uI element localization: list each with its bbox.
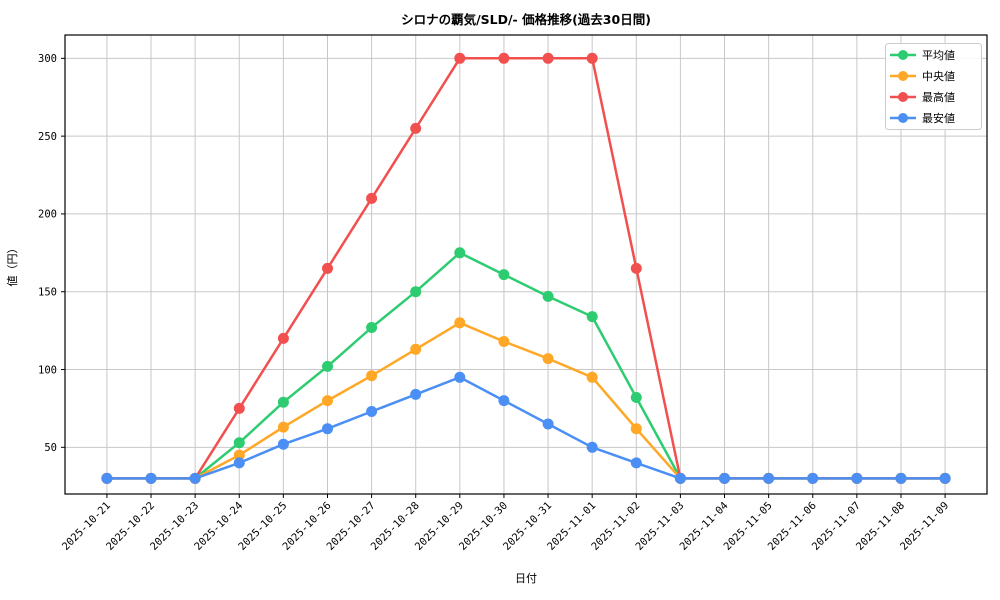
plot-border	[64, 34, 988, 495]
legend-marker	[898, 113, 908, 123]
point-min	[763, 472, 775, 484]
chart-title: シロナの覇気/SLD/- 価格推移(過去30日間)	[401, 12, 651, 27]
point-max	[586, 52, 598, 64]
legend-label: 最高値	[922, 90, 955, 104]
point-min	[895, 472, 907, 484]
point-median	[454, 317, 466, 329]
legend-marker	[898, 71, 908, 81]
legend-label: 中央値	[922, 70, 955, 83]
point-min	[101, 472, 113, 484]
y-tick-label: 150	[38, 287, 57, 299]
point-max	[366, 192, 378, 204]
legend-marker	[898, 50, 908, 60]
point-min	[189, 472, 201, 484]
point-median	[542, 353, 554, 365]
point-min	[498, 395, 510, 407]
y-tick-label: 250	[38, 131, 57, 143]
legend-item-max: 最高値	[890, 90, 955, 104]
point-median	[630, 423, 642, 435]
point-min	[586, 441, 598, 453]
point-min	[851, 472, 863, 484]
legend-item-average: 平均値	[890, 49, 955, 62]
point-average	[277, 396, 289, 408]
point-median	[586, 371, 598, 383]
point-average	[454, 247, 466, 259]
point-max	[410, 122, 422, 134]
point-median	[322, 395, 333, 407]
y-tick-label: 200	[38, 209, 57, 221]
point-min	[410, 388, 422, 400]
series-min	[101, 371, 951, 484]
point-min	[674, 472, 686, 484]
legend-item-min: 最安値	[890, 111, 955, 125]
point-average	[233, 437, 245, 449]
point-max	[630, 262, 642, 274]
gridlines	[65, 35, 987, 494]
point-median	[233, 449, 245, 461]
point-min	[277, 438, 289, 450]
point-median	[277, 421, 289, 433]
point-min	[630, 457, 642, 469]
y-tick-label: 300	[38, 53, 57, 65]
point-average	[410, 286, 422, 298]
point-average	[498, 269, 510, 281]
legend-label: 最安値	[922, 111, 955, 125]
point-average	[542, 290, 554, 302]
y-axis-label: 値（円）	[6, 243, 19, 287]
point-min	[322, 423, 333, 435]
point-min	[542, 418, 554, 430]
y-tick-label: 100	[38, 364, 57, 376]
y-tick-label: 50	[44, 442, 57, 454]
point-average	[322, 360, 333, 372]
point-median	[410, 343, 422, 355]
legend-item-median: 中央値	[890, 70, 955, 83]
point-average	[586, 311, 598, 323]
legend-marker	[898, 92, 908, 102]
point-min	[366, 406, 378, 417]
point-min	[454, 371, 466, 383]
legend-label: 平均値	[922, 49, 955, 62]
point-max	[542, 52, 554, 64]
point-median	[498, 336, 510, 347]
point-max	[498, 52, 510, 64]
point-min	[145, 472, 157, 484]
point-max	[322, 262, 333, 274]
point-max	[233, 402, 245, 414]
x-axis-label: 日付	[515, 572, 537, 585]
point-max	[454, 52, 466, 64]
legend-box	[885, 43, 982, 130]
point-median	[366, 370, 378, 382]
point-min	[939, 472, 951, 484]
point-min	[807, 472, 819, 484]
point-min	[233, 457, 245, 469]
point-average	[630, 392, 642, 403]
point-average	[366, 322, 378, 333]
point-min	[719, 472, 730, 484]
series-line-min	[105, 376, 947, 480]
point-max	[277, 332, 289, 344]
